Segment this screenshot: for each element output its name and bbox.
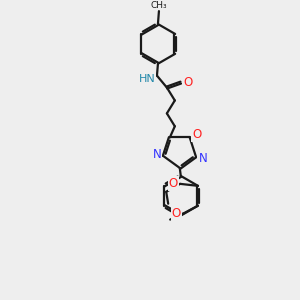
Text: HN: HN	[139, 74, 155, 84]
Text: N: N	[198, 152, 207, 165]
Text: N: N	[152, 148, 161, 161]
Text: CH₃: CH₃	[151, 1, 167, 10]
Text: O: O	[172, 207, 181, 220]
Text: O: O	[192, 128, 201, 141]
Text: O: O	[169, 177, 178, 190]
Text: O: O	[183, 76, 192, 89]
